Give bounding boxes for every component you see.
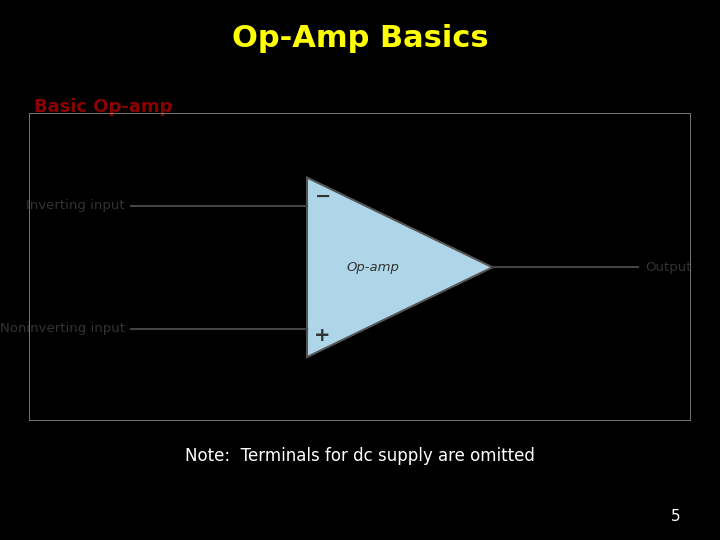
- Text: +: +: [314, 326, 330, 345]
- Text: Op-amp: Op-amp: [347, 261, 400, 274]
- Text: 5: 5: [671, 509, 680, 524]
- Text: Output: Output: [645, 261, 691, 274]
- Polygon shape: [307, 178, 492, 357]
- Text: Op-Amp Basics: Op-Amp Basics: [232, 24, 488, 53]
- Text: Noninverting input: Noninverting input: [0, 322, 125, 335]
- Text: −: −: [315, 187, 331, 206]
- Text: Inverting input: Inverting input: [26, 199, 125, 212]
- Text: Basic Op-amp: Basic Op-amp: [34, 98, 172, 117]
- Text: Note:  Terminals for dc supply are omitted: Note: Terminals for dc supply are omitte…: [185, 447, 535, 465]
